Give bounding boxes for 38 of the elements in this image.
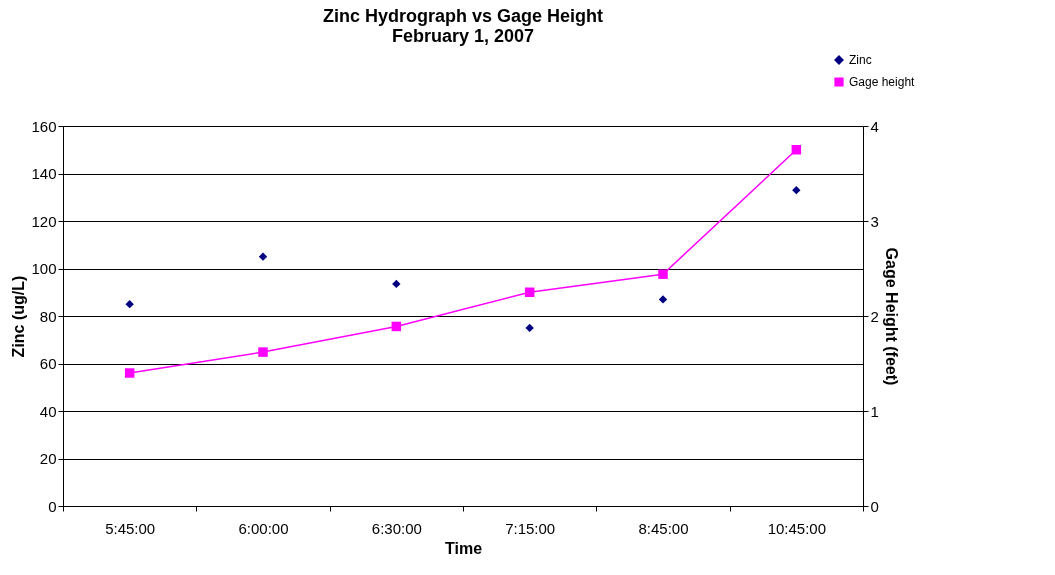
y2-tick-label: 2 [870,307,879,325]
point [792,185,801,195]
point [658,295,668,304]
point [258,252,268,261]
y-tick-label: 80 [39,307,57,325]
x-tick-label: 8:45:00 [638,519,689,537]
point [525,323,534,333]
x-axis-title: Time [444,539,483,557]
x-tick-label: 7:15:00 [505,519,556,537]
y2-tick-label: 3 [870,212,879,230]
point [258,347,268,357]
y2-tick-label: 1 [870,402,879,420]
y-axis-title: Zinc (ug/L) [10,275,28,358]
y-tick-label: 20 [39,450,57,467]
point [124,368,135,378]
y2-tick-label: 4 [870,117,879,135]
point [392,279,401,289]
y-tick-label: 160 [31,117,57,135]
legend-label: Gage height [849,75,916,89]
y2-axis-title: Gage Height (feet) [882,247,900,386]
point [658,269,668,279]
point [125,299,134,309]
y-tick-label: 0 [48,497,57,515]
x-tick-label: 5:45:00 [105,519,156,537]
y-tick-label: 100 [31,260,57,277]
point [524,287,535,297]
x-tick-label: 6:30:00 [371,519,422,537]
y-tick-label: 60 [39,355,57,372]
y-tick-label: 120 [31,212,57,230]
point [791,145,802,155]
y-tick-label: 140 [31,165,57,182]
y-tick-label: 40 [39,402,57,420]
point [391,321,402,332]
y2-tick-label: 0 [870,497,879,515]
legend-label: Zinc [849,53,872,67]
x-tick-label: 10:45:00 [767,519,827,537]
chart-title: Zinc Hydrograph vs Gage Height February 1, 2007 [322,6,604,46]
x-tick-label: 6:00:00 [238,519,289,537]
